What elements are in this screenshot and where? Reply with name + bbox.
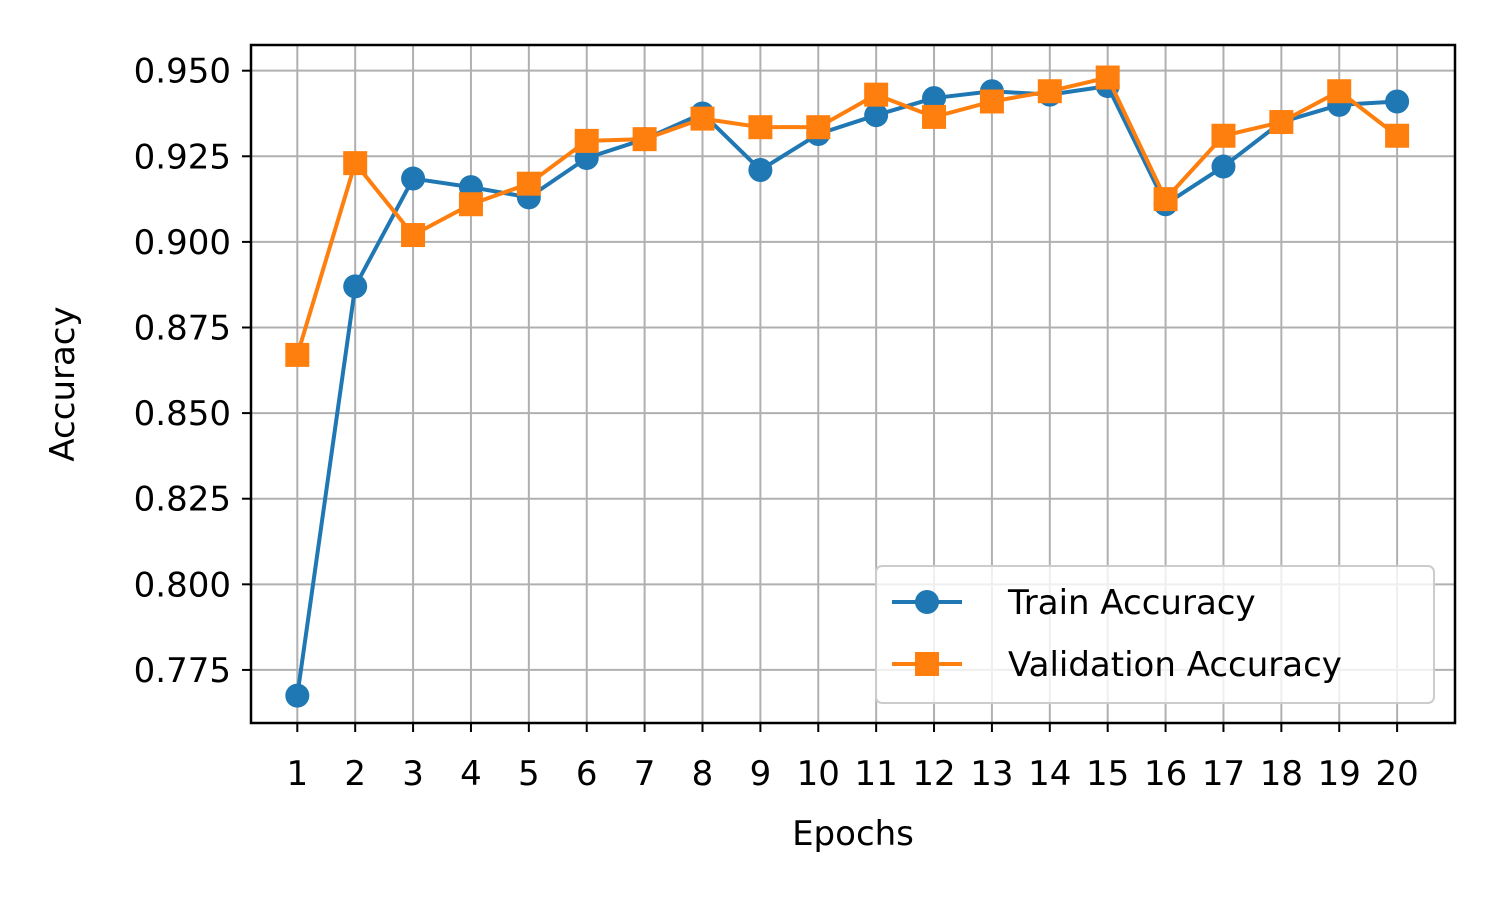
- x-tick-label: 4: [460, 754, 482, 794]
- validation-accuracy-point: [458, 192, 483, 217]
- validation-accuracy-point: [574, 128, 599, 153]
- validation-accuracy-point: [806, 115, 831, 140]
- x-axis-ticks: 1 2 3 4 5 6 7 8 9 10 11 12 13 14 15 16 17 18 19 20: [286, 723, 1419, 794]
- y-axis-label: Accuracy: [43, 306, 83, 461]
- x-tick-label: 5: [518, 754, 540, 794]
- train-accuracy-point: [285, 683, 310, 708]
- validation-accuracy-point: [1153, 187, 1178, 212]
- train-accuracy-point: [864, 103, 889, 128]
- validation-accuracy-point: [1211, 123, 1236, 148]
- legend: Train Accuracy Validation Accuracy: [875, 565, 1435, 704]
- validation-accuracy-point: [516, 171, 541, 196]
- validation-accuracy-point: [1327, 79, 1352, 104]
- train-accuracy-point: [922, 86, 947, 111]
- y-tick-label: 0.950: [134, 52, 231, 92]
- legend-box: [875, 565, 1435, 704]
- legend-train-label: Train Accuracy: [1007, 583, 1256, 623]
- validation-accuracy-point: [748, 115, 773, 140]
- x-tick-label: 17: [1202, 754, 1245, 794]
- x-tick-label: 14: [1028, 754, 1071, 794]
- x-tick-label: 6: [576, 754, 598, 794]
- y-tick-label: 0.925: [134, 137, 231, 177]
- x-tick-label: 15: [1086, 754, 1129, 794]
- validation-accuracy-point: [632, 127, 657, 152]
- validation-accuracy-point: [1269, 110, 1294, 135]
- validation-accuracy-point: [401, 223, 426, 248]
- x-tick-label: 12: [912, 754, 955, 794]
- x-tick-label: 16: [1144, 754, 1187, 794]
- x-tick-label: 3: [402, 754, 424, 794]
- train-accuracy-point: [1211, 154, 1236, 179]
- train-accuracy-point: [401, 166, 426, 191]
- x-tick-label: 18: [1260, 754, 1303, 794]
- y-tick-label: 0.775: [134, 651, 231, 691]
- x-tick-label: 8: [692, 754, 714, 794]
- train-accuracy-point: [343, 274, 368, 299]
- x-tick-label: 11: [855, 754, 898, 794]
- validation-accuracy-point: [1095, 65, 1120, 90]
- train-accuracy-point: [1385, 89, 1410, 114]
- train-accuracy-point: [748, 157, 773, 182]
- validation-accuracy-point: [1037, 79, 1062, 104]
- validation-accuracy-point: [979, 89, 1004, 114]
- x-tick-label: 20: [1375, 754, 1418, 794]
- validation-accuracy-point: [922, 104, 947, 129]
- x-tick-label: 10: [797, 754, 840, 794]
- x-tick-label: 1: [286, 754, 308, 794]
- y-tick-label: 0.900: [134, 223, 231, 263]
- legend-validation-marker: [915, 652, 939, 676]
- series-lines: [285, 65, 1410, 708]
- validation-accuracy-point: [285, 342, 310, 367]
- y-tick-label: 0.800: [134, 565, 231, 605]
- x-tick-label: 19: [1318, 754, 1361, 794]
- y-tick-label: 0.825: [134, 480, 231, 520]
- validation-accuracy-point: [1385, 123, 1410, 148]
- y-axis-ticks: 0.775 0.800 0.825 0.850 0.875 0.900 0.925 0.950: [134, 52, 251, 691]
- validation-accuracy-point: [690, 106, 715, 131]
- plot-area-frame: [249, 43, 1457, 725]
- x-axis-label: Epochs: [792, 814, 914, 854]
- y-tick-label: 0.875: [134, 309, 231, 349]
- y-tick-label: 0.850: [134, 394, 231, 434]
- legend-train-marker: [915, 590, 939, 614]
- validation-accuracy-point: [343, 151, 368, 176]
- x-tick-label: 2: [344, 754, 366, 794]
- x-tick-label: 7: [634, 754, 656, 794]
- legend-validation-label: Validation Accuracy: [1008, 645, 1342, 685]
- x-tick-label: 9: [750, 754, 772, 794]
- validation-accuracy-point: [864, 82, 889, 107]
- x-tick-label: 13: [970, 754, 1013, 794]
